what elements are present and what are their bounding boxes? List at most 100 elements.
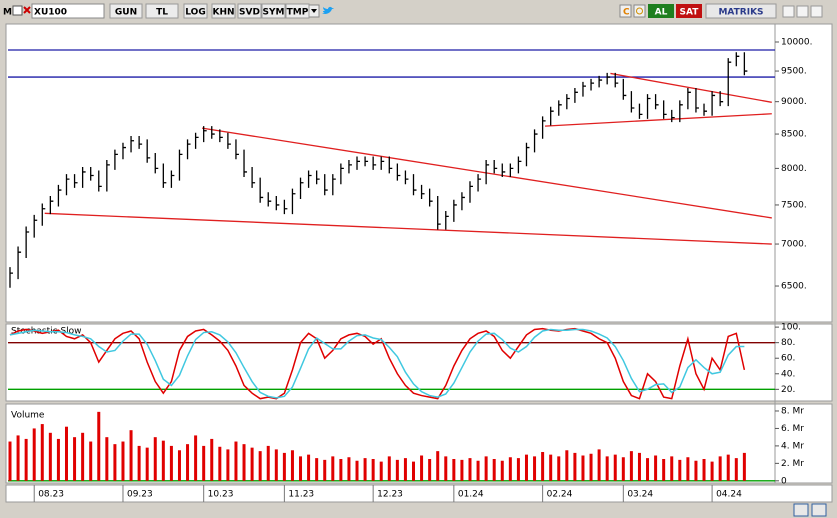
x-tick-label: 02.24 [547, 490, 573, 500]
window-button[interactable] [796, 5, 809, 18]
toolbar-button-label: GUN [115, 8, 137, 18]
price-bar [646, 94, 651, 119]
price-bar [41, 203, 46, 226]
y-tick-label: 8000. [781, 164, 807, 174]
volume-bar [710, 461, 714, 481]
volume-bar [662, 458, 666, 481]
toolbar-button[interactable] [109, 3, 143, 19]
symbol-box[interactable] [31, 3, 105, 19]
twitter-icon[interactable] [322, 6, 334, 14]
volume-bar [371, 458, 375, 481]
price-bar [17, 246, 22, 280]
volume-bar [331, 456, 335, 481]
stochastic-line [9, 328, 745, 399]
price-bar [396, 163, 401, 181]
price-bar [227, 132, 231, 149]
volume-bar [121, 441, 125, 481]
volume-bar [145, 447, 149, 481]
sell-button[interactable] [676, 4, 702, 18]
price-bar [356, 156, 361, 170]
price-bar [663, 100, 667, 119]
volume-bar [387, 456, 391, 481]
icon-button[interactable] [619, 4, 632, 18]
price-bar [9, 267, 13, 288]
toolbar-button[interactable] [261, 3, 286, 19]
x-tick-label: 08.23 [38, 490, 64, 500]
price-bar [81, 166, 86, 188]
volume-bar [444, 456, 448, 481]
settings-button[interactable] [811, 503, 827, 517]
price-bar [566, 94, 570, 110]
volume-bar [557, 456, 561, 481]
volume-bar [468, 458, 472, 481]
price-bar [598, 75, 603, 88]
volume-bar [355, 460, 359, 481]
volume-bar [379, 461, 383, 481]
price-bar [33, 214, 38, 238]
price-bar [727, 58, 732, 107]
price-bar [98, 170, 102, 192]
x-axis-pane [5, 484, 833, 503]
toolbar-button-label: SVD [239, 8, 260, 18]
price-bar [412, 174, 417, 196]
volume-bar [605, 456, 609, 481]
volume-bar [428, 458, 432, 481]
price-bar [517, 156, 522, 174]
volume-bar [347, 457, 351, 481]
toolbar-button[interactable] [211, 3, 236, 19]
volume-bar [307, 454, 311, 481]
x-tick-label: 01.24 [458, 490, 484, 500]
price-bar [638, 103, 643, 119]
trend-line [44, 212, 772, 245]
price-bar [114, 149, 118, 170]
volume-bar [250, 447, 254, 481]
volume-bar [299, 456, 303, 481]
price-bar [469, 181, 473, 203]
window-button[interactable] [782, 5, 795, 18]
volume-bar [549, 454, 553, 481]
y-tick-label: 9500. [781, 67, 807, 77]
price-bar [316, 170, 320, 185]
volume-bar [24, 438, 28, 481]
volume-bar [242, 444, 246, 481]
volume-bar [686, 457, 690, 481]
checkbox[interactable] [12, 5, 23, 16]
volume-bar [452, 458, 456, 481]
volume-bar [73, 437, 77, 481]
refresh-button[interactable] [793, 503, 809, 517]
y-tick-label: 8. Mr [781, 406, 804, 416]
volume-bar [161, 440, 165, 481]
price-bar [275, 195, 280, 211]
volume-bar [290, 450, 294, 481]
price-bar [574, 87, 578, 103]
icon-glyph [636, 7, 643, 15]
volume-bar [40, 424, 44, 481]
volume-bar [581, 455, 585, 481]
toolbar-button-label: SYM [263, 8, 285, 18]
price-bar [146, 139, 151, 163]
window-button[interactable] [810, 5, 823, 18]
toolbar-button[interactable] [183, 3, 208, 19]
price-bar [622, 78, 627, 100]
buy-button[interactable] [648, 4, 674, 18]
y-tick-label: 7000. [781, 240, 807, 250]
menu[interactable]: M [3, 8, 12, 18]
toolbar-button[interactable] [237, 3, 262, 19]
icon-button[interactable] [633, 4, 646, 18]
toolbar-button[interactable] [285, 3, 310, 19]
y-tick-label: 0 [781, 476, 787, 486]
volume-bar [81, 432, 85, 481]
price-bar [420, 184, 425, 199]
volume-bar [363, 458, 367, 481]
volume-bar [129, 430, 133, 481]
toolbar-button[interactable] [145, 3, 179, 19]
price-bar [380, 156, 385, 170]
volume-bar [339, 458, 343, 481]
price-bar [291, 188, 296, 215]
volume-bar [436, 451, 440, 481]
volume-bar [565, 450, 569, 481]
price-bar [251, 166, 256, 188]
volume-bar [613, 454, 617, 481]
volume-bar [516, 458, 520, 481]
price-pane [5, 23, 833, 323]
